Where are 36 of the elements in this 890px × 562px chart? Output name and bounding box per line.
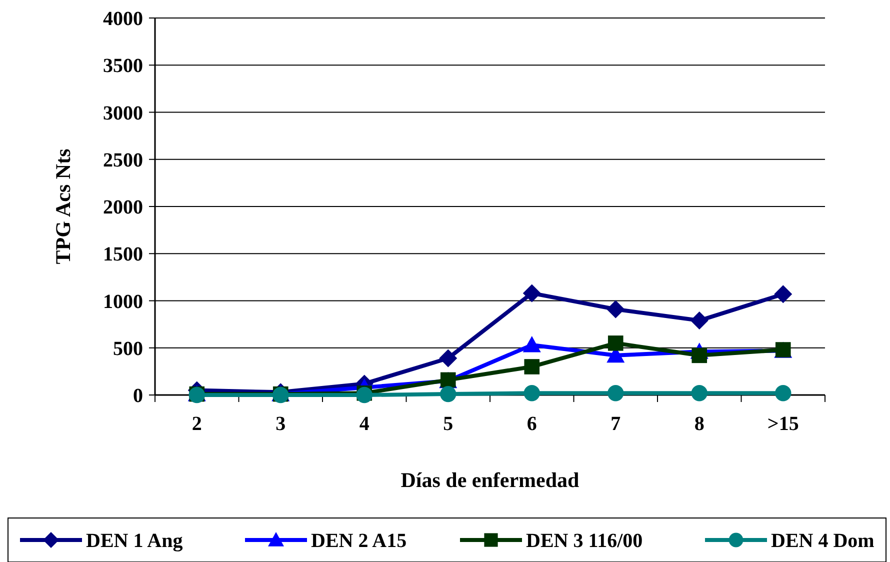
y-axis-title: TPG Acs Nts [51,148,75,264]
point [439,349,458,368]
x-tick-label: >15 [767,413,799,435]
y-tick-label: 4000 [103,8,143,30]
point [524,359,540,374]
y-tick-label: 2000 [103,196,143,218]
x-tick-label: 2 [192,413,202,435]
point [775,385,792,402]
point [524,385,540,402]
y-tick-label: 3000 [103,102,143,124]
legend-label: DEN 2 A15 [311,530,407,552]
legend-label: DEN 1 Ang [86,530,183,552]
point [606,300,625,318]
x-tick-label: 3 [276,413,286,435]
y-tick-label: 1500 [103,244,143,266]
point [522,336,541,352]
point [690,312,708,330]
legend-label: DEN 4 Dom [771,530,875,552]
point [774,285,792,304]
x-tick-label: 6 [526,413,537,435]
point [691,385,708,402]
x-axis-title: Días de enfermedad [400,468,580,492]
point [608,336,624,351]
y-tick-label: 0 [133,385,143,407]
x-tick-label: 7 [610,413,621,435]
x-tick-label: 5 [443,413,454,435]
legend-label: DEN 3 116/00 [526,530,643,552]
y-tick-label: 1000 [103,290,143,313]
y-tick-label: 3500 [103,55,143,78]
y-tick-label: 2500 [103,149,143,172]
point [522,284,541,302]
y-tick-label: 500 [113,338,143,360]
point [608,385,624,402]
x-tick-label: 8 [694,413,704,435]
point [440,386,456,402]
x-tick-label: 4 [359,413,370,435]
